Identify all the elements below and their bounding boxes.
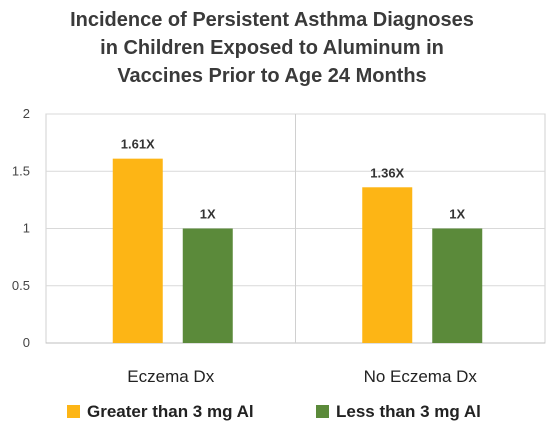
bar [432,228,483,343]
x-category-label: No Eczema Dx [364,367,478,386]
y-tick-label: 0 [23,335,30,350]
y-tick-label: 1 [23,221,30,236]
legend-swatch [316,405,329,418]
chart-title-line-1: Incidence of Persistent Asthma Diagnoses [70,9,474,31]
bar [182,228,233,343]
y-tick-label: 2 [23,106,30,121]
x-category-label: Eczema Dx [127,367,214,386]
legend: Greater than 3 mg Al Less than 3 mg Al [67,402,481,421]
data-label: 1.36X [370,165,404,180]
plot-area: 0 0.5 1 1.5 2 1.61X 1X Eczema Dx 1.36X 1X No Eczem… [12,106,546,386]
y-tick-label: 0.5 [12,278,30,293]
data-label: 1X [449,207,465,222]
bar [112,158,163,343]
legend-label: Greater than 3 mg Al [87,402,254,421]
chart-title-line-2: in Children Exposed to Aluminum in [100,37,444,59]
bar [362,187,413,343]
legend-swatch [67,405,80,418]
y-tick-label: 1.5 [12,163,30,178]
chart-title-line-3: Vaccines Prior to Age 24 Months [117,65,426,87]
legend-label: Less than 3 mg Al [336,402,481,421]
data-label: 1X [200,207,216,222]
data-label: 1.61X [121,137,155,152]
